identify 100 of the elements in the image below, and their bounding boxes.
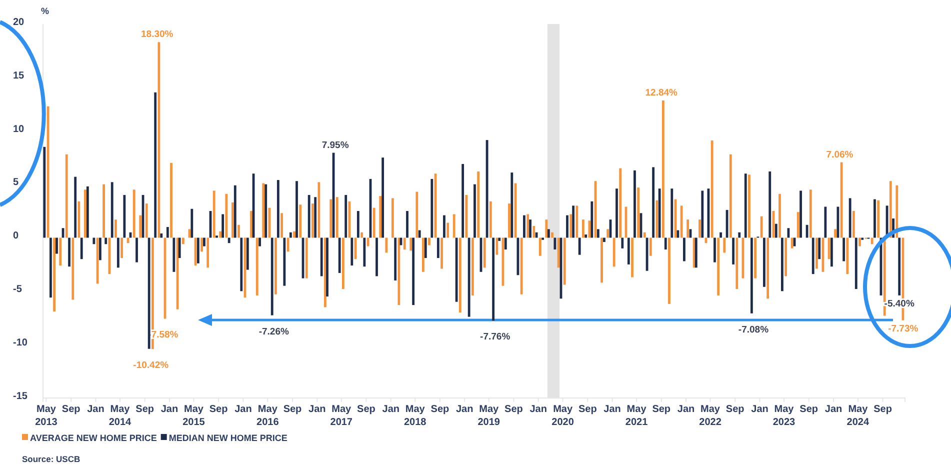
- x-tick-label: Jan: [308, 404, 326, 415]
- bar: [898, 238, 901, 296]
- bar: [489, 201, 492, 238]
- x-tick-label: Sep: [209, 404, 228, 415]
- y-tick-label: -10: [13, 337, 28, 348]
- x-tick-label: Sep: [578, 404, 597, 415]
- bar: [596, 229, 600, 238]
- bar: [852, 211, 855, 238]
- bar: [504, 238, 507, 250]
- bar: [56, 238, 58, 254]
- bar: [326, 238, 328, 296]
- bar: [246, 238, 249, 270]
- bar: [551, 232, 554, 238]
- bar: [452, 214, 456, 238]
- bar: [139, 215, 142, 238]
- bar: [701, 190, 704, 238]
- bar: [649, 238, 652, 256]
- bar: [698, 220, 701, 238]
- bar: [834, 229, 836, 238]
- bar: [258, 238, 261, 246]
- bar: [670, 188, 674, 238]
- x-tick-label: May 2017: [330, 404, 353, 428]
- bar: [65, 154, 68, 238]
- bar: [231, 202, 234, 238]
- bar: [116, 238, 120, 268]
- bar: [686, 220, 690, 238]
- bar: [462, 164, 464, 238]
- bar: [398, 238, 400, 306]
- bar: [123, 194, 126, 238]
- data-label: -10.42%: [133, 360, 170, 372]
- x-tick-label: Sep: [357, 404, 376, 415]
- bar: [350, 238, 354, 266]
- x-tick-label: May 2021: [625, 404, 648, 428]
- x-tick-label: Sep: [874, 404, 892, 415]
- legend-label: MEDIAN NEW HOME PRICE: [168, 433, 288, 443]
- bar: [110, 182, 114, 238]
- x-tick-label: Sep: [283, 404, 302, 415]
- bar: [812, 238, 814, 274]
- x-tick-label: Sep: [62, 404, 80, 415]
- x-tick-label: May 2013: [35, 404, 58, 428]
- bar: [800, 190, 802, 238]
- bar: [600, 238, 603, 283]
- bar: [842, 238, 846, 262]
- bar: [766, 238, 770, 299]
- x-tick-label: Sep: [800, 404, 818, 415]
- bar: [572, 206, 575, 238]
- bar: [360, 232, 363, 238]
- x-tick-label: Jan: [677, 404, 695, 415]
- bar: [750, 238, 753, 314]
- bar: [508, 204, 510, 238]
- bar: [606, 229, 610, 238]
- data-label: -7.73%: [888, 323, 919, 334]
- bar: [714, 238, 716, 262]
- bar: [403, 238, 406, 250]
- bar: [662, 100, 664, 238]
- bar: [578, 238, 581, 255]
- bar: [848, 198, 852, 238]
- bar: [280, 213, 283, 238]
- bar: [314, 197, 317, 238]
- x-tick-label: Jan: [382, 404, 400, 415]
- bar: [603, 238, 606, 242]
- bar: [780, 238, 784, 292]
- bar: [680, 206, 683, 238]
- bar: [422, 238, 424, 272]
- x-tick-label: May 2019: [478, 404, 500, 428]
- bar: [98, 238, 102, 260]
- bar: [643, 232, 646, 238]
- bar: [732, 238, 735, 264]
- bar: [293, 231, 296, 238]
- x-tick-label: May 2022: [699, 404, 722, 428]
- bar: [104, 238, 108, 244]
- bar: [78, 201, 80, 238]
- bar: [836, 206, 840, 238]
- bar: [305, 238, 308, 278]
- bar: [418, 230, 421, 238]
- bar: [372, 208, 376, 238]
- bar: [238, 224, 240, 238]
- x-tick-label: May 2016: [256, 404, 280, 428]
- data-label: -7.08%: [738, 324, 770, 336]
- x-tick-label: Jan: [530, 404, 547, 415]
- x-tick-label: May 2023: [772, 404, 796, 428]
- bar: [744, 174, 747, 238]
- y-tick-label: 10: [13, 124, 25, 135]
- bar: [492, 238, 495, 321]
- bar: [683, 238, 686, 262]
- bar: [631, 238, 634, 278]
- bar: [720, 232, 722, 238]
- bar: [538, 238, 542, 256]
- y-tick-label: -5: [13, 284, 22, 296]
- x-tick-label: Sep: [726, 404, 744, 415]
- bar: [668, 238, 670, 304]
- bar: [430, 178, 434, 238]
- bar: [212, 190, 216, 238]
- data-label: 7.06%: [826, 149, 854, 160]
- bar: [498, 238, 501, 241]
- bar: [896, 185, 898, 238]
- bar: [43, 146, 46, 238]
- bar: [496, 238, 498, 255]
- x-tick-label: Jan: [751, 404, 768, 415]
- legend-label: AVERAGE NEW HOME PRICE: [30, 433, 157, 443]
